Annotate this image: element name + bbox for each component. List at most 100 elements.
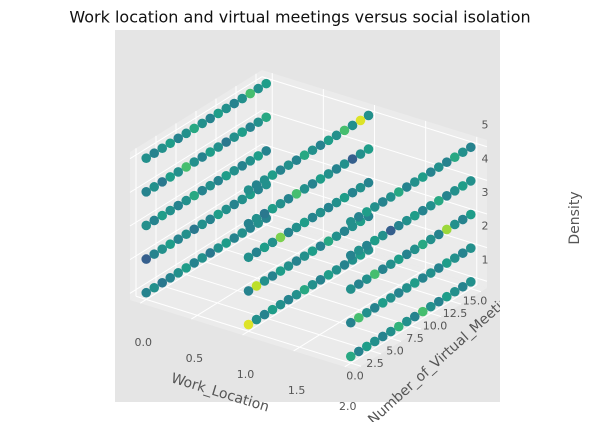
point xyxy=(165,138,176,149)
point xyxy=(449,219,460,230)
point xyxy=(205,214,216,225)
point xyxy=(245,156,256,166)
z-tick-label: 2 xyxy=(482,220,489,233)
x-tick-label: 1.0 xyxy=(237,368,255,381)
grid-line xyxy=(261,210,488,282)
point xyxy=(253,83,264,94)
point xyxy=(283,261,294,271)
point xyxy=(393,321,404,332)
point xyxy=(345,217,356,227)
point xyxy=(291,155,302,165)
point xyxy=(197,118,208,129)
point xyxy=(229,98,240,109)
point xyxy=(267,271,278,281)
point xyxy=(449,253,460,263)
point xyxy=(361,207,372,217)
point xyxy=(425,301,436,312)
point xyxy=(345,351,356,362)
point xyxy=(237,93,248,104)
point xyxy=(355,115,366,126)
point xyxy=(165,273,176,283)
point xyxy=(331,231,342,242)
grid-line xyxy=(175,270,402,342)
point xyxy=(275,299,286,310)
point xyxy=(425,200,436,211)
point xyxy=(457,147,468,158)
point xyxy=(229,199,240,210)
point xyxy=(181,128,192,139)
point xyxy=(465,209,476,220)
z-tick-label: 5 xyxy=(482,119,489,132)
point xyxy=(213,142,224,152)
point xyxy=(339,260,350,270)
point xyxy=(213,108,224,119)
point xyxy=(245,88,256,99)
z-tick-label: 4 xyxy=(482,152,489,165)
point xyxy=(369,202,380,212)
point xyxy=(237,228,248,238)
point xyxy=(229,165,240,176)
point xyxy=(457,281,468,292)
point xyxy=(141,153,152,163)
point xyxy=(355,149,366,159)
point xyxy=(425,167,436,177)
point xyxy=(237,127,248,137)
point xyxy=(283,227,294,238)
point xyxy=(465,142,476,153)
point xyxy=(331,197,342,208)
point xyxy=(331,265,342,275)
point xyxy=(213,243,224,253)
y-tick-label: 5.0 xyxy=(386,344,404,357)
colorbar-backdrop xyxy=(500,30,598,422)
point xyxy=(251,213,262,224)
point xyxy=(221,103,232,114)
point xyxy=(465,277,476,287)
point xyxy=(251,180,262,190)
point xyxy=(363,177,374,188)
point xyxy=(409,244,420,255)
point xyxy=(299,251,310,261)
point xyxy=(275,198,286,209)
point xyxy=(261,146,272,156)
point xyxy=(157,244,168,254)
point xyxy=(243,319,254,330)
point xyxy=(377,331,388,342)
point xyxy=(259,175,270,185)
point xyxy=(323,270,334,280)
point xyxy=(409,311,420,322)
point xyxy=(457,214,468,225)
grid-line xyxy=(155,283,382,355)
point xyxy=(251,281,262,291)
point xyxy=(189,258,200,268)
point xyxy=(307,179,318,189)
point xyxy=(213,175,224,186)
point xyxy=(441,224,452,235)
point xyxy=(353,312,364,323)
point xyxy=(361,341,372,352)
point xyxy=(465,243,476,253)
point xyxy=(339,125,350,136)
point xyxy=(229,132,240,142)
point xyxy=(339,159,350,169)
point xyxy=(189,123,200,134)
point xyxy=(401,215,412,226)
point xyxy=(409,177,420,187)
point xyxy=(345,250,356,261)
point xyxy=(251,247,262,258)
point xyxy=(259,276,270,286)
point xyxy=(165,239,176,249)
point xyxy=(253,151,264,161)
point xyxy=(393,254,404,265)
point xyxy=(259,208,270,219)
point xyxy=(157,177,168,187)
point xyxy=(181,263,192,273)
point xyxy=(299,217,310,228)
point xyxy=(197,253,208,263)
point xyxy=(213,209,224,220)
point xyxy=(291,222,302,233)
x-tick-label: 2.0 xyxy=(339,400,357,413)
point xyxy=(141,220,152,231)
point xyxy=(353,346,364,357)
point xyxy=(433,195,444,206)
point xyxy=(283,294,294,305)
